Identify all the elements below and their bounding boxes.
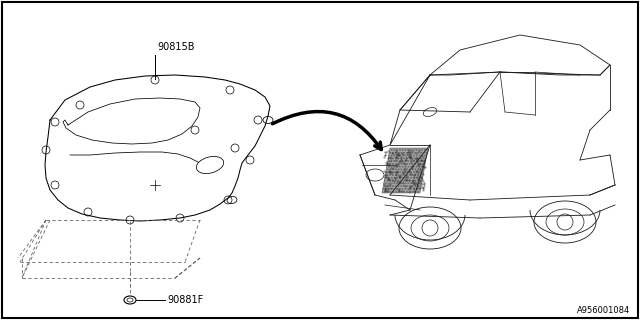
Polygon shape [382,148,428,193]
FancyArrowPatch shape [273,112,381,149]
Text: A956001084: A956001084 [577,306,630,315]
Text: 90815B: 90815B [157,42,195,52]
Text: 90881F: 90881F [167,295,204,305]
